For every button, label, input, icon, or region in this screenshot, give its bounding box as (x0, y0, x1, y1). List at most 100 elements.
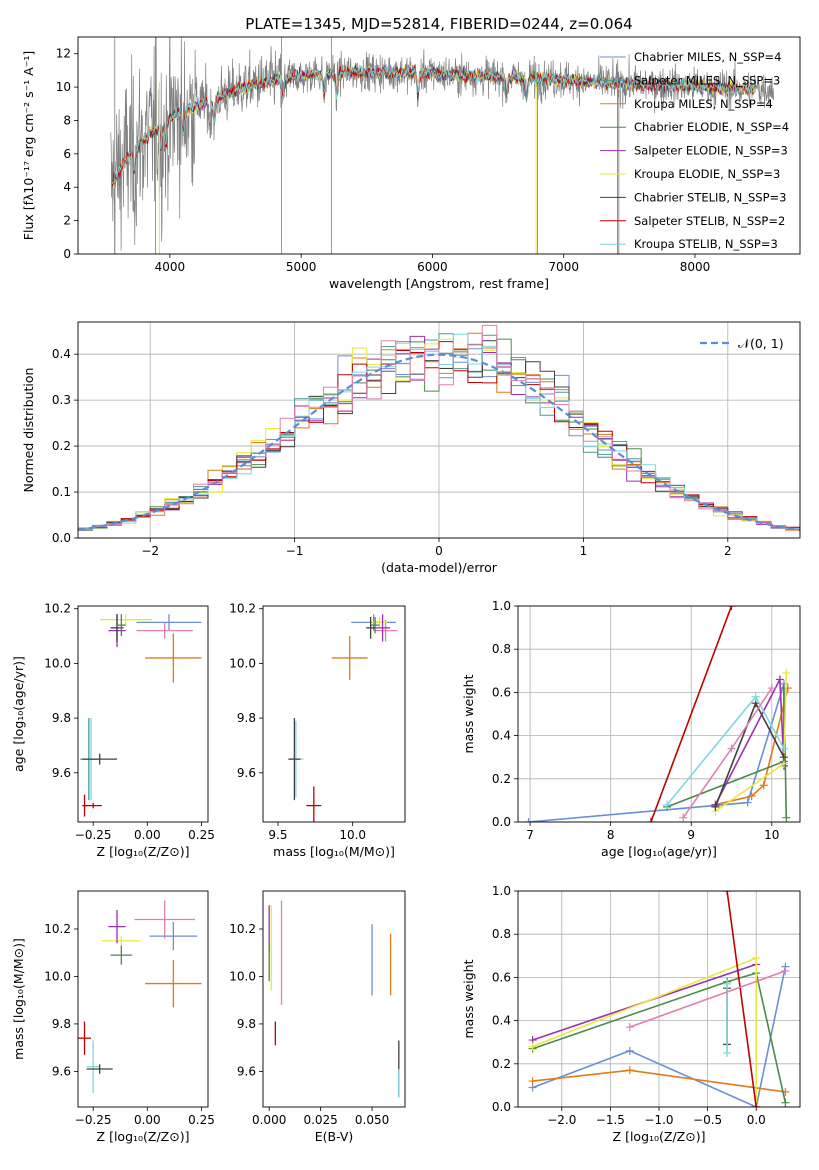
weight-marker (752, 1103, 761, 1107)
y-tick-label: 10.0 (44, 656, 71, 670)
y-tick-label: 0.2 (52, 439, 71, 453)
axes-frame (517, 890, 801, 1108)
y-tick-label: 6 (63, 147, 71, 161)
weight-lines (528, 891, 790, 1107)
weight-series-line (629, 970, 786, 1028)
y-tick-label: 2 (63, 214, 71, 228)
weight-marker (663, 800, 672, 809)
y-tick-label: 0.6 (492, 685, 511, 699)
y-tick-label: 0.4 (492, 729, 511, 743)
x-tick-label: 7 (526, 828, 534, 842)
weight-marker (625, 1023, 634, 1032)
y-tick-label: 0.4 (52, 347, 71, 361)
weight-series-line (650, 606, 733, 822)
plot-residuals (74, 322, 800, 542)
axes-frame (262, 890, 406, 1108)
y-tick-label: 9.6 (52, 1064, 71, 1078)
y-tick-label: 9.8 (52, 1017, 71, 1031)
legend-label: Salpeter STELIB, N_SSP=2 (634, 214, 785, 228)
weight-marker (752, 953, 761, 962)
weight-marker (528, 1077, 537, 1086)
y-tick-label: 0.6 (492, 970, 511, 984)
x-tick-label: −0.25 (75, 1113, 112, 1127)
weight-marker (759, 781, 768, 790)
x-axis-label: (data-model)/error (381, 560, 498, 575)
weight-marker (779, 753, 788, 762)
errorbars (80, 614, 202, 817)
gaussian-curve (78, 353, 800, 531)
y-tick-label: 10.2 (44, 602, 71, 616)
weight-series-line (714, 676, 785, 806)
spectrum-traces (110, 37, 774, 254)
weight-marker (679, 813, 688, 822)
x-tick-label: 0.025 (303, 1113, 337, 1127)
y-tick-label: 9.6 (52, 766, 71, 780)
x-tick-label: 10 (764, 828, 779, 842)
x-tick-label: 8000 (680, 260, 711, 274)
x-tick-label: −1 (286, 544, 304, 558)
weight-marker (723, 1049, 732, 1057)
plot-spectrum (74, 53, 696, 258)
x-tick-label: 0.000 (252, 1113, 286, 1127)
x-tick-label: −2.0 (547, 1113, 576, 1127)
weight-marker (711, 802, 720, 811)
weight-series-line (532, 956, 757, 1107)
weight-marker (751, 692, 760, 701)
y-tick-label: 0.1 (52, 485, 71, 499)
x-tick-label: −0.5 (693, 1113, 722, 1127)
weight-lines (524, 606, 792, 822)
errorbars (78, 900, 202, 1093)
y-tick-label: 9.6 (237, 1064, 256, 1078)
weight-marker (781, 966, 790, 975)
y-tick-label: 0.0 (492, 815, 511, 829)
x-axis-label: Z [log₁₀(Z/Z⊙)] (613, 1129, 706, 1144)
y-axis-label: Normed distribution (21, 368, 36, 493)
weight-series-line (682, 687, 773, 819)
x-tick-label: 5000 (286, 260, 317, 274)
x-axis-label: Z [log₁₀(Z/Z⊙)] (97, 1129, 190, 1144)
legend-label: Kroupa MILES, N_SSP=4 (634, 97, 773, 111)
weight-marker (727, 744, 736, 753)
hist-group (78, 324, 800, 533)
plot-age-vs-Z (74, 608, 202, 826)
errorbars (288, 614, 398, 822)
y-tick-label: 10.0 (44, 969, 71, 983)
y-tick-label: 0.8 (492, 927, 511, 941)
y-axis-label: mass weight (461, 674, 476, 753)
x-tick-label: 9 (687, 828, 695, 842)
weight-series-line (532, 972, 787, 1103)
x-tick-label: −1.5 (596, 1113, 625, 1127)
y-tick-label: 0.3 (52, 393, 71, 407)
axes-frame (77, 36, 801, 255)
legend-label: 𝒩(0, 1) (738, 336, 784, 351)
weight-marker (782, 668, 791, 677)
y-tick-label: 9.6 (237, 766, 256, 780)
y-tick-label: 0 (63, 247, 71, 261)
x-tick-label: −1.0 (644, 1113, 673, 1127)
y-tick-label: 12 (56, 47, 71, 61)
weight-series-line (666, 695, 785, 806)
chart-title: PLATE=1345, MJD=52814, FIBERID=0244, z=0… (245, 15, 632, 33)
legend-label: Kroupa ELODIE, N_SSP=3 (634, 167, 780, 181)
y-tick-label: 1.0 (492, 599, 511, 613)
weight-series-line (666, 688, 788, 818)
y-tick-label: 8 (63, 113, 71, 127)
y-tick-label: 0.8 (492, 642, 511, 656)
x-tick-label: 8 (607, 828, 615, 842)
legend-label: Chabrier STELIB, N_SSP=3 (634, 190, 786, 204)
legend-label: Chabrier ELODIE, N_SSP=4 (634, 120, 789, 134)
y-tick-label: 10.2 (229, 602, 256, 616)
weight-marker (779, 744, 788, 753)
x-tick-label: 0.00 (134, 828, 161, 842)
weight-marker (781, 1098, 790, 1107)
weight-marker (767, 684, 776, 693)
weight-marker (625, 1046, 634, 1055)
y-tick-label: 10 (56, 80, 71, 94)
legend-label: Chabrier MILES, N_SSP=4 (634, 50, 781, 64)
y-tick-label: 0.0 (492, 1100, 511, 1114)
y-axis-label: age [log₁₀(age/yr)] (11, 656, 26, 772)
x-tick-label: −0.25 (75, 828, 112, 842)
x-tick-label: 0.050 (355, 1113, 389, 1127)
y-tick-label: 9.8 (237, 1017, 256, 1031)
